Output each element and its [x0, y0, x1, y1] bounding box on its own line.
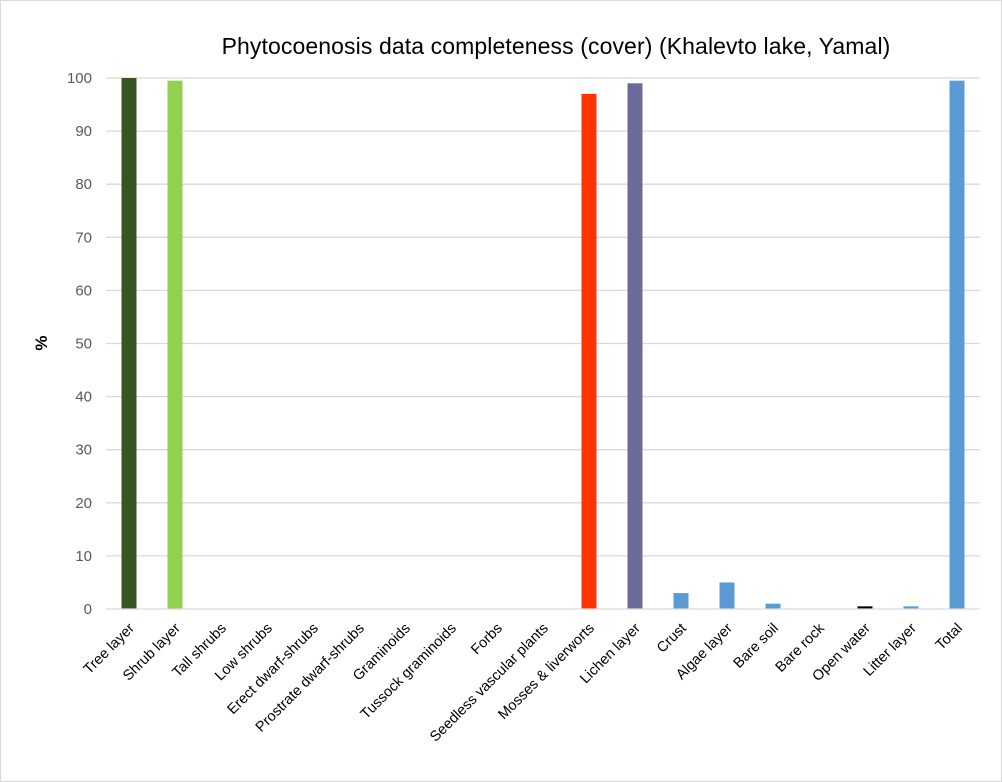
bar-shrub-layer: [167, 80, 183, 609]
bar-lichen-layer: [627, 83, 643, 609]
bar-tree-layer: [121, 78, 137, 609]
chart-title: Phytocoenosis data completeness (cover) …: [221, 33, 891, 59]
x-category-label: Forbs: [468, 621, 506, 659]
x-category-label: Total: [933, 621, 966, 654]
bar-litter-layer: [903, 606, 919, 609]
bar-crust: [673, 593, 689, 609]
y-tick-label-80: 80: [75, 176, 92, 193]
y-tick-label-20: 20: [75, 495, 92, 512]
gridlines: [106, 77, 980, 557]
y-tick-label-70: 70: [75, 229, 92, 246]
x-category-label: Crust: [654, 621, 690, 657]
y-tick-label-100: 100: [67, 70, 92, 87]
bar-open-water: [857, 606, 873, 609]
y-tick-label-10: 10: [75, 548, 92, 565]
bars: [121, 78, 965, 610]
bar-mosses-liverworts: [581, 93, 597, 610]
bar-algae-layer: [719, 582, 735, 609]
y-tick-labels: 0 10 20 30 40 50 60 70 80 90 100: [67, 70, 92, 618]
y-tick-label-30: 30: [75, 442, 92, 459]
y-tick-label-50: 50: [75, 336, 92, 353]
y-tick-label-0: 0: [84, 601, 92, 618]
y-tick-label-60: 60: [75, 282, 92, 299]
y-tick-label-40: 40: [75, 389, 92, 406]
bar-total: [949, 80, 965, 609]
bar-bare-soil: [765, 603, 781, 609]
y-tick-label-90: 90: [75, 123, 92, 140]
